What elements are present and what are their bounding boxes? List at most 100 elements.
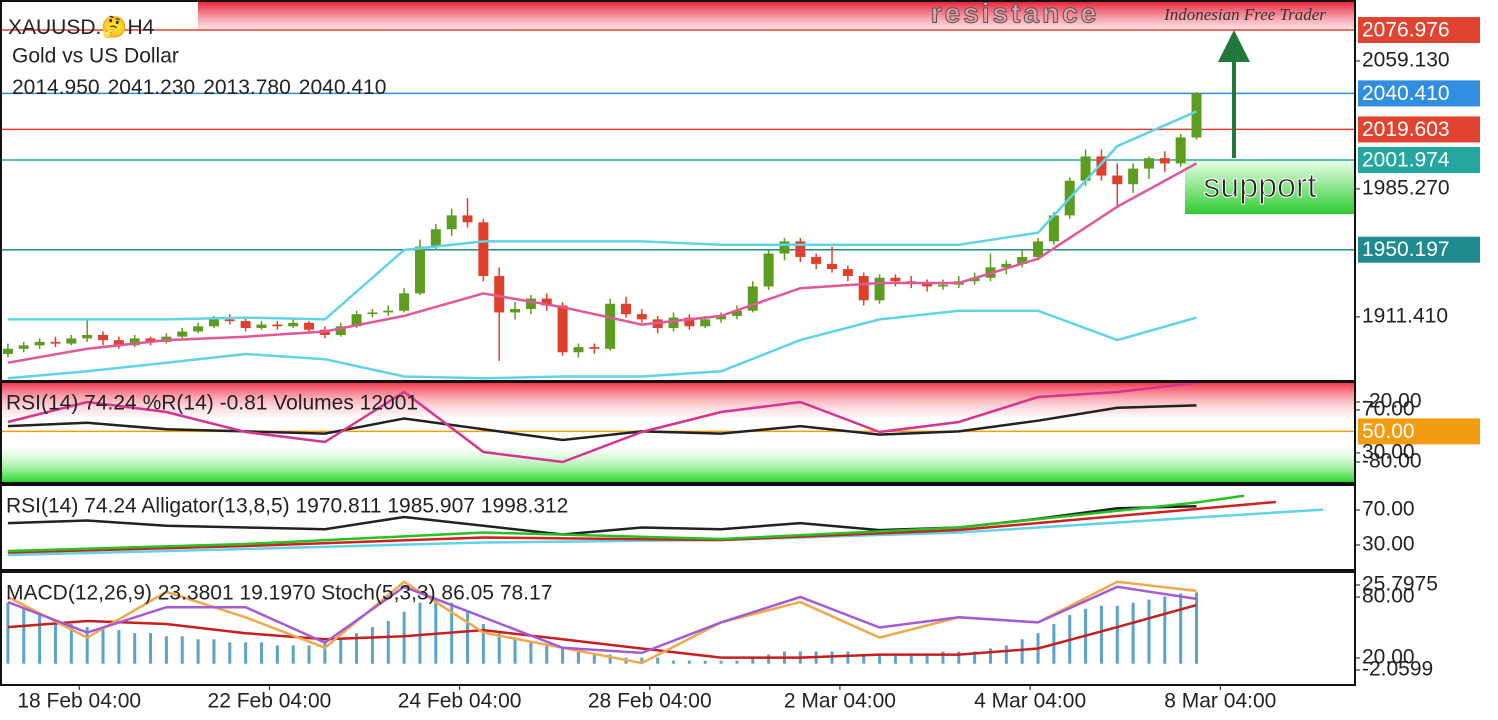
macd-bar bbox=[481, 624, 485, 664]
macd-bar bbox=[323, 642, 327, 664]
macd-bar bbox=[370, 627, 374, 664]
candle-body bbox=[383, 310, 394, 313]
y-tick-label: 70.00 bbox=[1362, 397, 1415, 420]
candle-body bbox=[858, 276, 869, 301]
candle-body bbox=[684, 317, 695, 327]
candle-body bbox=[129, 338, 140, 346]
macd-bar bbox=[893, 654, 897, 664]
candle-body bbox=[240, 321, 251, 329]
overbought-band bbox=[0, 383, 1355, 417]
panel3-frame bbox=[0, 484, 1356, 571]
candle-body bbox=[98, 334, 109, 341]
macd-bar bbox=[1179, 593, 1183, 664]
candle-body bbox=[700, 319, 711, 327]
macd-bar bbox=[561, 648, 565, 664]
candle-body bbox=[827, 263, 838, 270]
level-label-box bbox=[1358, 146, 1480, 173]
macd-bar bbox=[925, 654, 929, 664]
macd-bar bbox=[196, 639, 200, 664]
macd-bar bbox=[909, 654, 913, 664]
timeframe: H4 bbox=[128, 16, 155, 39]
macd-bar bbox=[259, 642, 263, 664]
candle-body bbox=[890, 277, 901, 282]
y-tick-label: 1911.410 bbox=[1362, 304, 1448, 327]
macd-bar bbox=[608, 654, 612, 664]
candle-body bbox=[557, 305, 568, 353]
macd-bar bbox=[640, 657, 644, 664]
candle-body bbox=[367, 312, 378, 315]
up-arrow bbox=[1218, 30, 1250, 158]
oversold-band bbox=[0, 448, 1355, 482]
candle-body bbox=[34, 341, 45, 346]
candle-body bbox=[335, 326, 346, 335]
indicator-line bbox=[7, 309, 1197, 380]
y-tick-label: 20.00 bbox=[1362, 646, 1415, 669]
macd-bar bbox=[751, 657, 755, 664]
macd-bar bbox=[1099, 605, 1103, 664]
x-tick-label: 4 Mar 04:00 bbox=[974, 690, 1086, 713]
candle-body bbox=[1143, 158, 1154, 169]
macd-bar bbox=[402, 611, 406, 664]
macd-bar bbox=[244, 642, 248, 664]
x-tick-label: 8 Mar 04:00 bbox=[1164, 690, 1276, 713]
indicator-line bbox=[7, 494, 1245, 553]
macd-bar bbox=[941, 651, 945, 664]
candle-body bbox=[1080, 156, 1091, 181]
candle-body bbox=[969, 277, 980, 282]
candle-body bbox=[1001, 263, 1012, 268]
candle-body bbox=[1191, 93, 1202, 138]
candle-body bbox=[351, 314, 362, 327]
macd-bar bbox=[656, 657, 660, 664]
macd-bar bbox=[513, 639, 517, 664]
symbol: XAUUSD. bbox=[8, 16, 101, 39]
macd-bar bbox=[497, 633, 501, 664]
candle-body bbox=[937, 284, 948, 287]
candle-body bbox=[18, 345, 29, 349]
x-tick-label: 24 Feb 04:00 bbox=[398, 690, 522, 713]
panel4-frame bbox=[0, 571, 1356, 686]
macd-bar bbox=[957, 651, 961, 664]
candle-body bbox=[589, 347, 600, 349]
candle-body bbox=[462, 215, 473, 223]
y-tick-label: 25.7975 bbox=[1362, 573, 1438, 596]
macd-bar bbox=[22, 608, 26, 664]
macd-bar bbox=[228, 642, 232, 664]
candle-body bbox=[1175, 137, 1186, 164]
macd-bar bbox=[973, 651, 977, 664]
candle-body bbox=[414, 246, 425, 294]
resistance-label: resistance bbox=[931, 0, 1100, 28]
macd-bar bbox=[418, 602, 422, 664]
macd-bar bbox=[466, 611, 470, 664]
candle-body bbox=[82, 334, 93, 339]
x-tick-label: 18 Feb 04:00 bbox=[17, 690, 141, 713]
macd-bar bbox=[1195, 592, 1199, 664]
macd-bar bbox=[212, 639, 216, 664]
candle-body bbox=[842, 269, 853, 277]
emoji: 🤔 bbox=[101, 15, 127, 39]
macd-bar bbox=[687, 660, 691, 664]
candle-body bbox=[525, 298, 536, 309]
candle-body bbox=[620, 303, 631, 315]
candle-body bbox=[399, 293, 410, 311]
macd-bar bbox=[339, 639, 343, 664]
indicator-line bbox=[7, 110, 1198, 321]
indicator-line bbox=[7, 603, 1197, 659]
candle-body bbox=[541, 298, 552, 306]
candle-body bbox=[922, 282, 933, 287]
macd-bar bbox=[307, 645, 311, 664]
macd-bar bbox=[672, 660, 676, 664]
candle-body bbox=[731, 310, 742, 316]
macd-bar bbox=[149, 633, 153, 664]
indicator-legend: MACD(12,26,9) 23.3801 19.1970 Stoch(5,3,… bbox=[6, 582, 552, 605]
macd-bar bbox=[1020, 639, 1024, 664]
macd-bar bbox=[545, 645, 549, 664]
candle-body bbox=[747, 286, 758, 311]
indicator-line bbox=[7, 404, 1197, 442]
candle-body bbox=[636, 314, 647, 320]
macd-bar bbox=[529, 642, 533, 664]
macd-bar bbox=[1004, 645, 1008, 664]
candle-body bbox=[208, 319, 219, 327]
ohlc-line: 2014.950 2041.230 2013.780 2040.410 bbox=[12, 76, 386, 99]
y-tick-label: -2.0599 bbox=[1362, 658, 1433, 681]
candle-body bbox=[256, 324, 267, 329]
